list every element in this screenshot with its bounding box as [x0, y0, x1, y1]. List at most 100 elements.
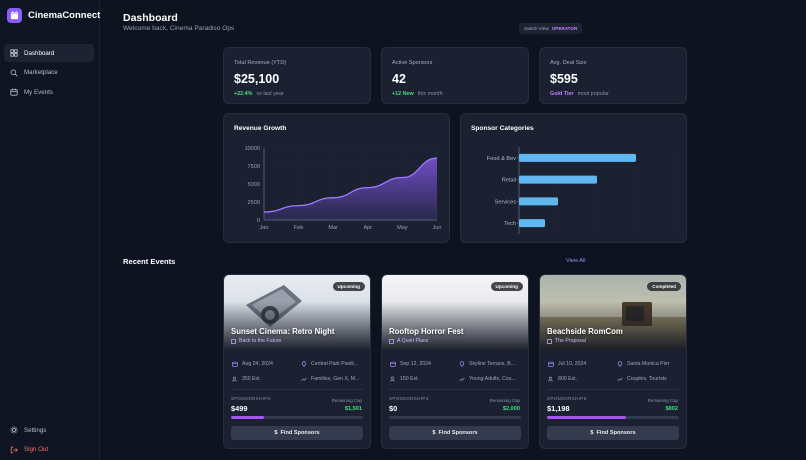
event-attendance-text: 350 Est. — [242, 376, 262, 382]
event-image: Upcoming Rooftop Horror Fest A Quiet Pla… — [382, 275, 528, 350]
divider — [389, 389, 521, 390]
x-tick-label: Apr — [363, 225, 372, 231]
dashboard-icon — [10, 49, 18, 57]
stat-card-deal-size: Avg. Deal Size $595 Gold Tier most popul… — [539, 47, 687, 104]
event-film: Back to the Future — [231, 338, 281, 344]
stat-footer: +12 New this month — [392, 91, 443, 97]
film-icon — [231, 338, 236, 344]
y-tick-label: 0 — [257, 218, 260, 224]
sidebar-item-label: Dashboard — [24, 49, 55, 57]
status-badge: Upcoming — [332, 282, 365, 291]
brand-name: CinemaConnect — [28, 10, 101, 21]
x-tick-label: Feb — [294, 225, 304, 231]
sidebar-nav: Dashboard Marketplace My Events — [4, 44, 94, 103]
category-label: Tech — [504, 221, 516, 227]
remaining-cap-value: $802 — [665, 406, 678, 412]
stat-note: this month — [417, 91, 443, 97]
sidebar-item-marketplace[interactable]: Marketplace — [4, 64, 94, 82]
event-film-title: The Proposal — [555, 338, 586, 344]
event-date: Sep 12, 2024 — [390, 361, 452, 367]
event-title: Sunset Cinema: Retro Night — [231, 327, 335, 336]
brand[interactable]: CinemaConnect — [7, 8, 100, 23]
category-label: Retail — [502, 178, 516, 184]
sponsor-categories-card: Sponsor Categories Food & Bev Retail Servi… — [460, 113, 687, 243]
stat-label: Avg. Deal Size — [550, 60, 587, 66]
sidebar-item-sign-out[interactable]: Sign Out — [4, 441, 94, 459]
chart-title: Sponsor Categories — [471, 125, 534, 132]
dollar-icon: $ — [432, 430, 436, 436]
stat-card-revenue: Total Revenue (YTD) $25,100 +22.4% vs la… — [223, 47, 371, 104]
revenue-line — [263, 157, 438, 213]
section-title-recent-events: Recent Events — [123, 257, 176, 266]
bar — [519, 197, 558, 206]
sidebar-item-label: Sign Out — [24, 446, 49, 453]
event-date-text: Jul 10, 2024 — [558, 361, 587, 367]
event-location-text: Central Park Pavili... — [311, 361, 358, 367]
event-film: The Proposal — [547, 338, 586, 344]
stat-accent: Gold Tier — [550, 91, 574, 97]
event-film-title: A Quiet Place — [397, 338, 429, 344]
event-title: Rooftop Horror Fest — [389, 327, 464, 336]
stat-footer: +22.4% vs last year — [234, 91, 284, 97]
button-label: Find Sponsors — [438, 430, 478, 436]
view-all-link[interactable]: View All — [566, 258, 586, 264]
bar — [519, 153, 636, 162]
stat-accent: +12 New — [392, 91, 414, 97]
switch-view-role: OPERATOR — [551, 26, 578, 31]
calendar-icon — [548, 361, 554, 367]
film-icon — [389, 338, 394, 344]
category-label: Food & Bev — [487, 156, 516, 162]
sponsorships-value: $1,198 — [547, 404, 570, 413]
event-film: A Quiet Place — [389, 338, 428, 344]
stat-note: vs last year — [256, 91, 284, 97]
sidebar: CinemaConnect Dashboard Marketplace My E… — [0, 0, 100, 460]
stat-label: Total Revenue (YTD) — [234, 60, 287, 66]
calendar-icon — [390, 361, 396, 367]
find-sponsors-button[interactable]: $ Find Sponsors — [389, 426, 521, 440]
event-card[interactable]: Upcoming Sunset Cinema: Retro Night Back… — [223, 274, 371, 449]
remaining-cap-value: $1,501 — [344, 406, 362, 412]
event-attendance-text: 150 Est. — [400, 376, 420, 382]
map-pin-icon — [459, 361, 465, 367]
stat-value: $25,100 — [234, 72, 280, 86]
gear-icon — [10, 426, 18, 434]
sponsorships-label: SPONSORSHIPS — [231, 396, 271, 401]
calendar-icon — [232, 361, 238, 367]
stat-label: Active Sponsors — [392, 60, 433, 66]
event-location-text: Santa Monica Pier — [627, 361, 670, 367]
sidebar-bottom: Settings Sign Out — [4, 421, 94, 460]
sponsorships-label: SPONSORSHIPS — [389, 396, 429, 401]
find-sponsors-button[interactable]: $ Find Sponsors — [231, 426, 363, 440]
switch-view-label: Switch View — [524, 26, 549, 31]
event-attendance: 800 Est. — [548, 376, 610, 382]
event-card[interactable]: Completed Beachside RomCom The Proposal … — [539, 274, 687, 449]
sidebar-item-label: Marketplace — [24, 69, 58, 76]
sidebar-item-settings[interactable]: Settings — [4, 421, 94, 439]
button-label: Find Sponsors — [596, 430, 636, 436]
event-audience-text: Couples, Tourists — [627, 376, 667, 382]
sponsorship-progress — [547, 416, 679, 419]
y-tick-label: 5000 — [248, 182, 260, 188]
trending-icon — [301, 377, 307, 382]
stat-value: 42 — [392, 72, 406, 86]
switch-view-button[interactable]: Switch View OPERATOR — [519, 23, 583, 34]
event-audience-text: Young Adults, Cou... — [469, 376, 516, 382]
stat-footer: Gold Tier most popular — [550, 91, 609, 97]
film-icon — [7, 8, 22, 23]
sidebar-item-my-events[interactable]: My Events — [4, 83, 94, 101]
revenue-growth-card: Revenue Growth 10000 7500 5000 2500 0 Jan Feb M… — [223, 113, 450, 243]
stat-accent: +22.4% — [234, 91, 253, 97]
event-title: Beachside RomCom — [547, 327, 623, 336]
divider — [231, 389, 363, 390]
sidebar-item-dashboard[interactable]: Dashboard — [4, 44, 94, 62]
stat-note: most popular — [577, 91, 609, 97]
x-tick-label: Mar — [328, 225, 338, 231]
dollar-icon: $ — [274, 430, 278, 436]
event-card[interactable]: Upcoming Rooftop Horror Fest A Quiet Pla… — [381, 274, 529, 449]
find-sponsors-button[interactable]: $ Find Sponsors — [547, 426, 679, 440]
film-icon — [547, 338, 552, 344]
event-film-title: Back to the Future — [239, 338, 282, 344]
category-label: Services — [495, 199, 517, 205]
x-tick-label: May — [397, 225, 408, 231]
